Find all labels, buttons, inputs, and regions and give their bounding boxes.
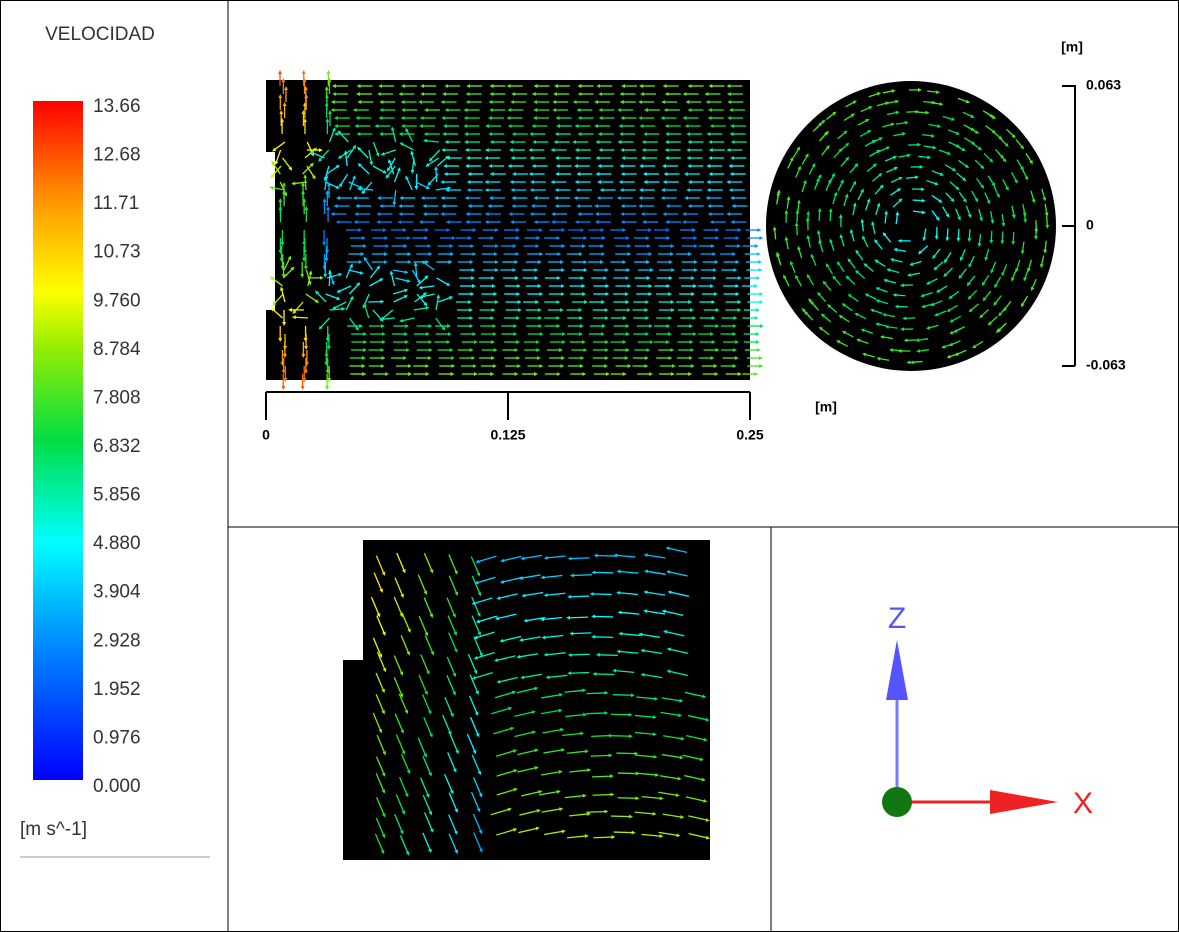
vector: [596, 556, 616, 557]
vector: [294, 317, 308, 318]
x-axis: 0 0.125 0.25: [262, 392, 764, 443]
x-tick-label: 0.125: [490, 427, 525, 443]
legend-label: 3.904: [93, 582, 141, 603]
vector: [830, 210, 831, 221]
vector: [616, 753, 636, 754]
x-label: X: [1073, 787, 1093, 820]
vector: [591, 755, 611, 756]
vector: [991, 231, 992, 242]
vector: [594, 674, 614, 675]
vector: [906, 340, 917, 341]
figure: VELOCIDAD 13.66 12.68 11.71 10.73 9.760 8.784…: [0, 0, 1179, 932]
legend-title: VELOCIDAD: [45, 24, 155, 45]
legend-labels: 13.66 12.68 11.71 10.73 9.760 8.784 7.808 6.832…: [93, 96, 141, 797]
vector: [1047, 216, 1048, 227]
legend-label: 9.760: [93, 290, 141, 311]
vector: [908, 362, 919, 363]
legend-label: 0.976: [93, 727, 141, 748]
vector: [586, 713, 606, 714]
vector: [969, 229, 970, 240]
vector: [593, 837, 613, 838]
legend-label: 10.73: [93, 242, 141, 263]
vector: [569, 596, 589, 597]
y-tick-label: 0: [1086, 217, 1094, 233]
x-tick-label: 0: [262, 427, 270, 443]
y-tick-label: 0.063: [1086, 77, 1121, 93]
legend-label: 6.832: [93, 436, 141, 457]
vector: [1013, 232, 1014, 243]
vector: [572, 575, 592, 576]
y-axis: 0.063 0 -0.063: [1062, 77, 1126, 373]
vector: [613, 695, 633, 696]
vector: [947, 228, 948, 239]
vector: [1036, 220, 1037, 231]
cross-section-field: [766, 81, 1056, 371]
legend-label: 12.68: [93, 145, 141, 166]
vector: [598, 655, 618, 656]
vector: [305, 176, 306, 190]
zoom-notch: [343, 540, 363, 660]
vector: [895, 295, 906, 296]
vector: [614, 832, 634, 833]
legend-label: 5.856: [93, 485, 141, 506]
z-label: Z: [888, 602, 906, 635]
vector: [611, 736, 631, 737]
vector: [568, 617, 588, 618]
color-bar: [33, 101, 83, 780]
y-axis-unit: [m]: [1061, 39, 1083, 55]
vector: [592, 776, 612, 777]
x-axis-unit: [m]: [815, 399, 837, 415]
vector: [591, 736, 611, 737]
vector: [618, 798, 638, 799]
vector: [618, 773, 638, 774]
legend-label: 1.952: [93, 679, 141, 700]
vector: [796, 224, 797, 235]
vector: [594, 572, 614, 573]
vector: [592, 594, 612, 595]
vector: [1002, 231, 1003, 242]
vector: [592, 795, 612, 796]
vector: [569, 672, 589, 673]
vector: [593, 616, 613, 617]
vector: [891, 350, 902, 351]
vector: [436, 168, 437, 182]
vector: [917, 112, 928, 113]
vector: [329, 272, 330, 286]
vector: [611, 714, 631, 715]
legend-label: 8.784: [93, 339, 141, 360]
z-arrowhead: [886, 640, 908, 700]
legend-label: 7.808: [93, 387, 141, 408]
vector: [819, 210, 820, 221]
legend-label: 2.928: [93, 630, 141, 651]
legend-label: 4.880: [93, 533, 141, 554]
vector: [571, 633, 591, 634]
vector: [593, 637, 613, 638]
y-tick-label: -0.063: [1086, 357, 1126, 373]
inlet-notch: [266, 152, 275, 310]
legend-label: 13.66: [93, 96, 141, 117]
vector: [570, 558, 590, 559]
vector: [913, 200, 924, 201]
x-tick-label: 0.25: [736, 427, 763, 443]
legend-label: 0.000: [93, 776, 141, 797]
vector: [586, 811, 606, 812]
vector: [570, 654, 590, 655]
vector: [587, 693, 607, 694]
vector: [958, 229, 959, 240]
origin: [882, 787, 912, 817]
zoom-field: [343, 540, 710, 860]
x-arrowhead: [990, 790, 1058, 814]
vector: [611, 816, 631, 817]
vector: [904, 318, 915, 319]
legend-label: 11.71: [93, 193, 139, 214]
legend-unit: [m s^-1]: [20, 819, 87, 840]
